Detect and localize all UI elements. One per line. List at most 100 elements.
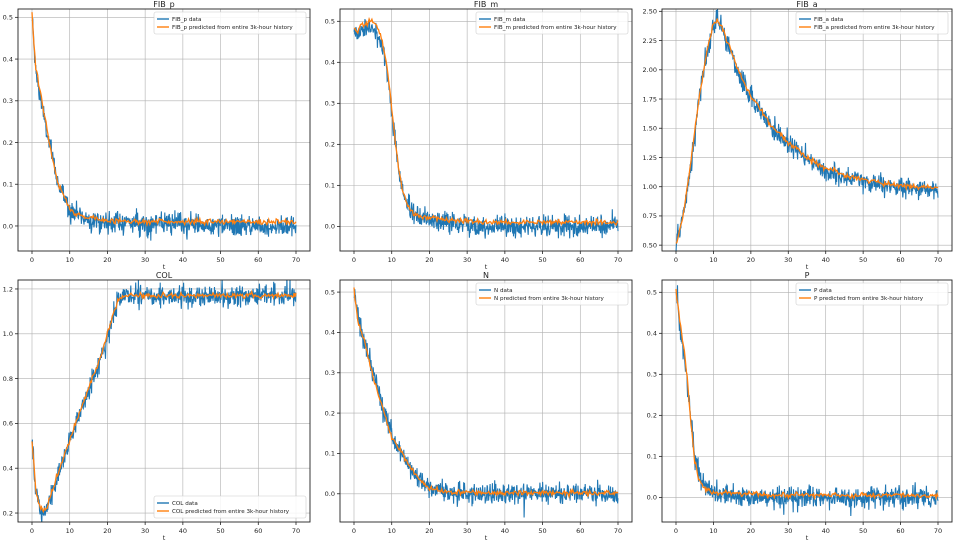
legend-box [475,11,629,35]
y-tick-label: 0.2 [647,412,657,420]
legend: N data N predicted from entire 3k-hour hi… [475,282,629,306]
y-tick-label: 0.2 [3,509,13,517]
x-tick-label: 70 [292,256,300,264]
series-line-predicted [31,12,297,228]
chart-title: COL [156,271,173,280]
x-tick-label: 20 [425,527,433,535]
x-tick-label: 30 [141,527,149,535]
y-tick-label: 0.0 [325,223,335,231]
legend-label: COL predicted from entire 3k-hour histor… [172,509,290,515]
subplot-4: 0 10 20 30 40 50 60 70 0.2 0.4 0.6 0.8 1.0 1.2 COL t COL… [3,271,311,540]
legend-label: P predicted from entire 3k-hour history [814,296,924,302]
x-tick-label: 40 [501,527,509,535]
legend: P data P predicted from entire 3k-hour hi… [795,282,949,306]
chart-title: P [805,271,810,280]
x-tick-label: 60 [896,256,904,264]
y-tick-label: 1.25 [643,154,657,162]
x-tick-label: 40 [179,527,187,535]
x-tick-label: 60 [576,256,584,264]
x-tick-label: 30 [784,256,792,264]
legend: COL data COL predicted from entire 3k-hou… [153,495,307,519]
x-tick-label: 60 [254,256,262,264]
y-tick-label: 0.5 [325,288,335,296]
legend: FIB_a data FIB_a predicted from entire 3k… [795,11,949,35]
y-tick-label: 0.4 [647,330,657,338]
x-tick-label: 50 [859,527,867,535]
y-tick-label: 0.0 [325,490,335,498]
y-tick-label: 1.75 [643,95,657,103]
x-tick-label: 40 [822,527,830,535]
x-axis-label: t [485,534,488,540]
legend-label: FIB_m data [494,17,525,23]
y-tick-label: 1.00 [643,183,657,191]
legend: FIB_p data FIB_p predicted from entire 3k… [153,11,307,35]
x-tick-label: 70 [614,256,622,264]
legend-box [795,282,949,306]
y-tick-label: 2.50 [643,8,657,16]
y-tick-label: 0.6 [3,420,13,428]
y-tick-label: 0.3 [647,371,657,379]
y-tick-label: 0.1 [325,182,335,190]
y-tick-label: 0.2 [3,139,13,147]
legend: FIB_m data FIB_m predicted from entire 3k… [475,11,629,35]
x-tick-label: 20 [103,527,111,535]
series-line-predicted [675,288,939,501]
axes-frame [339,279,633,523]
x-axis-label: t [163,263,166,271]
axes-frame [17,279,311,523]
x-tick-label: 20 [425,256,433,264]
x-tick-label: 50 [216,256,224,264]
legend-label: FIB_a predicted from entire 3k-hour hist… [814,25,935,31]
x-tick-label: 30 [141,256,149,264]
legend-label: FIB_a data [814,17,843,23]
subplot-1: 0 10 20 30 40 50 60 70 0.0 0.1 0.2 0.3 0.4 0.5 FIB_pt F… [3,0,311,271]
legend-label: FIB_p data [172,17,201,23]
y-tick-label: 0.75 [643,212,657,220]
series-line-data [675,285,939,517]
y-tick-label: 0.3 [325,369,335,377]
x-axis-label: t [163,534,166,540]
axes-frame [339,8,633,252]
y-tick-label: 0.1 [3,181,13,189]
y-tick-label: 0.3 [3,97,13,105]
x-tick-label: 50 [538,527,546,535]
x-tick-label: 10 [66,256,74,264]
x-tick-label: 10 [66,527,74,535]
subplot-6: 0 10 20 30 40 50 60 70 0.0 0.1 0.2 0.3 0.4 0.5 Pt P dat… [647,271,953,540]
chart-title: FIB_m [474,0,498,9]
x-tick-label: 60 [576,527,584,535]
subplot-2: 0 10 20 30 40 50 60 70 0.0 0.1 0.2 0.3 0.4 0.5 FIB_mt F… [325,0,633,271]
x-tick-label: 40 [179,256,187,264]
legend-label: N predicted from entire 3k-hour history [494,296,605,302]
x-tick-label: 50 [538,256,546,264]
y-tick-label: 1.2 [3,285,13,293]
axes-frame [661,8,953,252]
x-tick-label: 30 [784,527,792,535]
y-tick-label: 0.4 [325,59,335,67]
x-tick-label: 20 [747,256,755,264]
y-tick-label: 0.1 [647,453,657,461]
x-axis-label: t [485,263,488,271]
y-tick-label: 0.0 [647,494,657,502]
y-tick-label: 0.4 [3,55,13,63]
y-tick-label: 1.0 [3,330,13,338]
series-line-data [353,289,619,518]
x-tick-label: 30 [463,527,471,535]
series-line-predicted [675,18,939,244]
y-tick-label: 0.4 [325,329,335,337]
y-tick-label: 0.5 [647,289,657,297]
x-tick-label: 60 [896,527,904,535]
series-line-predicted [31,289,297,514]
x-tick-label: 0 [674,527,678,535]
x-axis-label: t [806,263,809,271]
chart-title: FIB_p [153,0,175,9]
y-tick-label: 0.50 [643,241,657,249]
x-tick-label: 30 [463,256,471,264]
series-line-data [31,280,297,522]
x-tick-label: 20 [747,527,755,535]
x-tick-label: 20 [103,256,111,264]
y-tick-label: 1.50 [643,125,657,133]
chart-title: FIB_a [796,0,817,9]
x-tick-label: 50 [859,256,867,264]
x-tick-label: 0 [674,256,678,264]
